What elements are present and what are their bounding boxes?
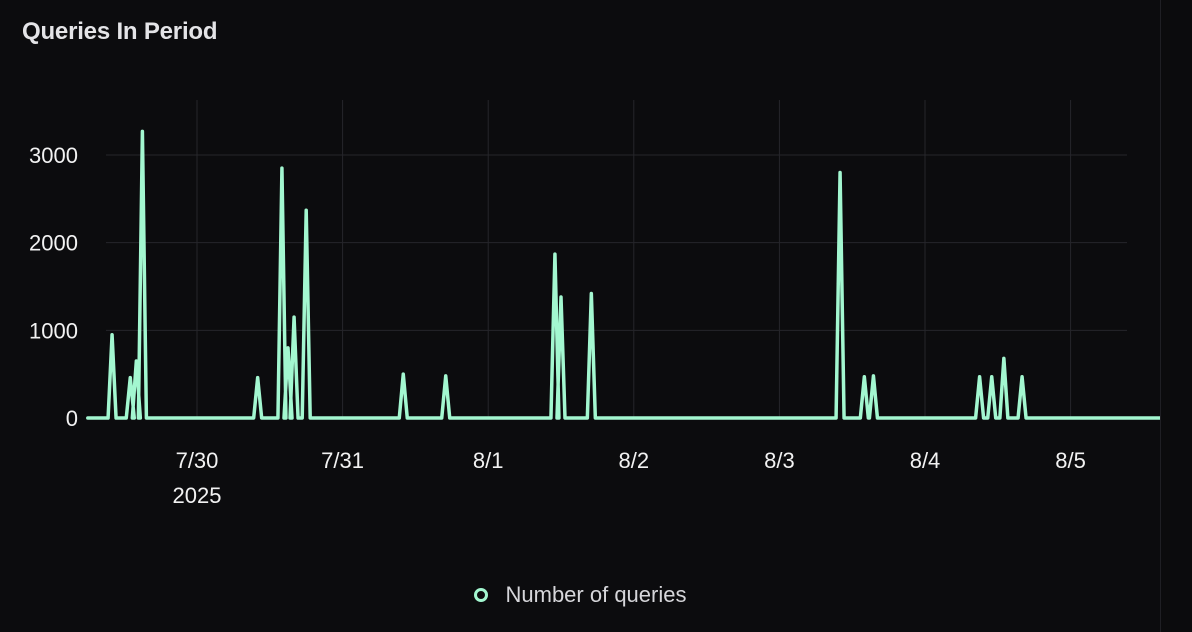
- y-tick-label: 1000: [29, 318, 78, 343]
- x-tick-label: 8/1: [473, 448, 504, 473]
- x-tick-label: 8/2: [619, 448, 650, 473]
- x-tick-label: 8/4: [910, 448, 941, 473]
- y-tick-label: 3000: [29, 143, 78, 168]
- y-tick-label: 2000: [29, 231, 78, 256]
- chart-legend[interactable]: Number of queries: [0, 582, 1160, 608]
- legend-circle-icon: [473, 588, 488, 602]
- queries-line-chart: 0 1000 2000 3000 7/30 2025 7/31 8/1 8/2 8/3 8/4 8/5: [29, 100, 1160, 508]
- legend-label: Number of queries: [505, 582, 687, 607]
- x-tick-sublabel: 2025: [173, 483, 222, 508]
- x-tick-label: 7/30: [176, 448, 219, 473]
- series-line-number-of-queries: [86, 129, 1160, 420]
- x-tick-label: 8/5: [1055, 448, 1086, 473]
- x-tick-label: 8/3: [764, 448, 795, 473]
- x-tick-label: 7/31: [321, 448, 364, 473]
- y-tick-label: 0: [66, 406, 78, 431]
- chart-panel: Queries In Period 0 1000 2000 3000 7/30 2025 7…: [0, 0, 1161, 632]
- panel-title: Queries In Period: [22, 18, 218, 45]
